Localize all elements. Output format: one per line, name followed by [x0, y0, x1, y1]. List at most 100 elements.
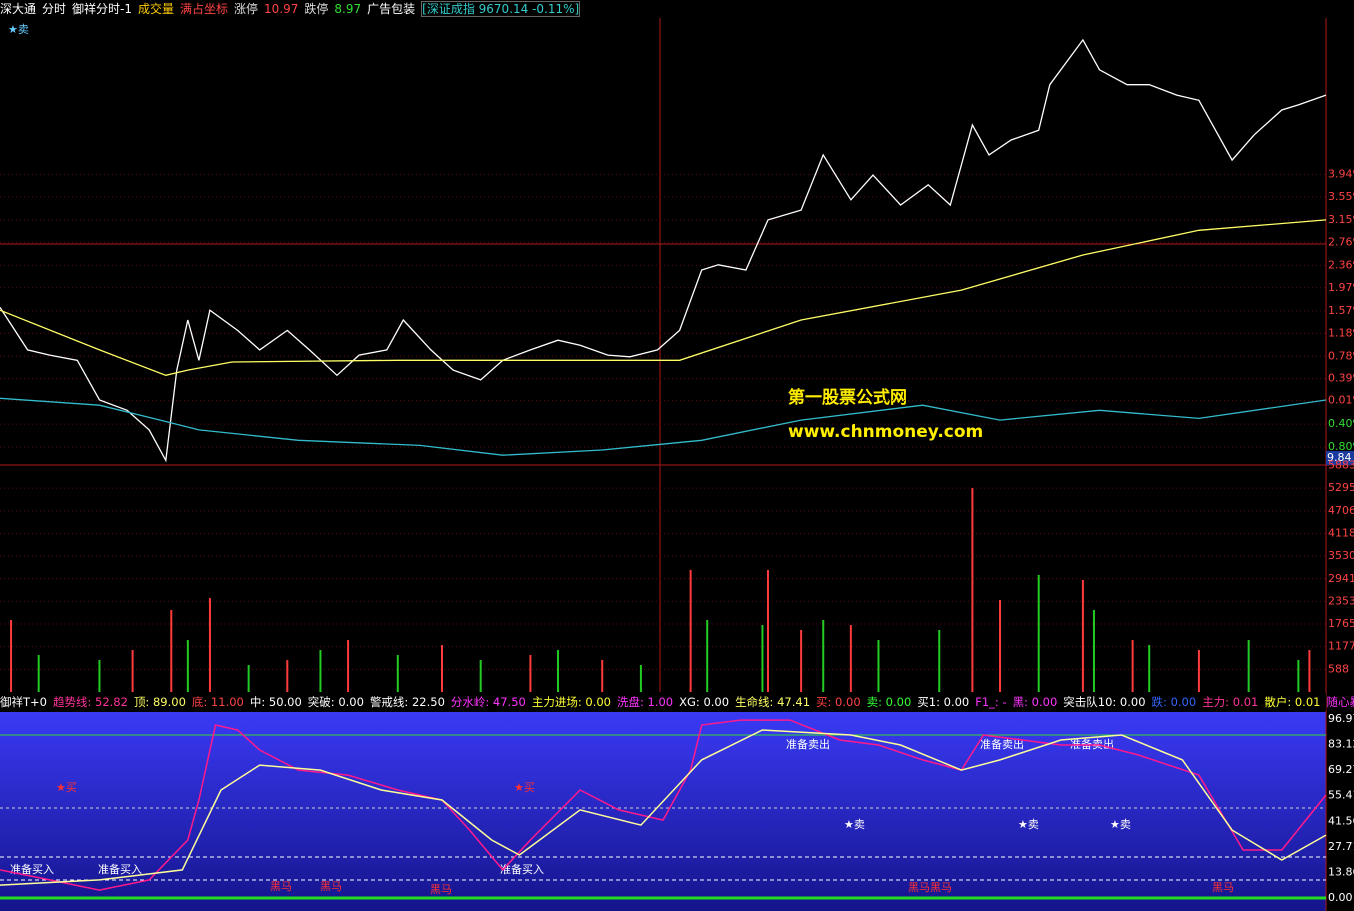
line	[0, 38, 1327, 463]
y-tick-label: 41.56	[1328, 814, 1354, 827]
indicator-value: 中: 50.00	[249, 695, 302, 709]
y-tick-label: 0.00	[1328, 891, 1353, 904]
annotation: ★卖	[844, 818, 865, 831]
annotation: 准备卖出	[786, 737, 830, 751]
line	[0, 729, 1327, 886]
y-tick-label: 13.86	[1328, 865, 1354, 878]
volume-bar	[37, 655, 40, 692]
annotation: ★买	[56, 781, 77, 794]
y-tick-label: 55.41	[1328, 789, 1354, 802]
y-tick-label: 1.57%	[1328, 304, 1354, 317]
annotation: 黑马	[320, 880, 342, 893]
volume-bar	[396, 655, 399, 692]
indicator-value: 跌: 0.00	[1151, 695, 1197, 709]
value: 10.97	[264, 2, 299, 16]
volume-bar	[1308, 650, 1311, 692]
volume-bar	[10, 620, 13, 692]
annotation: 黑马	[430, 883, 452, 896]
volume-bar	[479, 660, 482, 692]
indicator-bar: 御祥T+0 趋势线: 52.82 顶: 89.00 底: 11.00 中: 50.00 突…	[0, 693, 1354, 711]
y-tick-label: 3530	[1328, 549, 1354, 562]
volume-bar	[170, 609, 173, 692]
volume-bar	[347, 640, 350, 692]
annotation: 黑马	[270, 880, 292, 893]
corner-label: ★卖	[8, 23, 29, 36]
volume-bar	[557, 650, 560, 692]
y-tick-label: 2941	[1328, 572, 1354, 585]
y-tick-label: 27.71	[1328, 840, 1354, 853]
indicator-value: 洗盘: 1.00	[616, 695, 674, 709]
volume-bar	[639, 665, 642, 692]
annotation: 黑马黑马	[908, 881, 952, 894]
volume-bar	[706, 620, 709, 692]
label: 广告包装	[367, 2, 416, 16]
top-bar: 深大通 分时 御祥分时-1 成交量 满占坐标 涨停 10.97 跌停 8.97 广告包装 [深证成指…	[0, 0, 1354, 18]
volume-bar	[766, 569, 769, 692]
volume-bar	[938, 630, 941, 692]
indicator-value: 卖: 0.00	[866, 695, 912, 709]
volume-bar	[1131, 640, 1134, 692]
volume-bar	[1081, 579, 1084, 692]
y-tick-label: 4118	[1328, 526, 1354, 539]
watermark: 第一股票公式网	[788, 387, 907, 408]
y-tick-label: 3.94%	[1328, 167, 1354, 180]
volume-bar	[800, 630, 803, 692]
annotation: 准备买入	[10, 862, 54, 876]
indicator-value: 买: 0.00	[816, 695, 861, 709]
annotation: 准备买入	[500, 862, 544, 876]
y-tick-label: 588	[1328, 662, 1349, 675]
y-tick-label: 83.12	[1328, 738, 1354, 751]
tab[interactable]: 满占坐标	[180, 2, 229, 16]
y-tick-label: 1765	[1328, 617, 1354, 630]
indicator-value: 底: 11.00	[191, 695, 244, 709]
indicator-value: 顶: 89.00	[133, 695, 186, 709]
y-tick-label: 69.27	[1328, 763, 1354, 776]
volume-bar	[1037, 574, 1040, 692]
volume-bar	[689, 569, 692, 692]
annotation: ★卖	[1018, 818, 1039, 831]
index: [深证成指 9670.14 -0.11%]	[421, 1, 581, 17]
indicator-value: 突破: 0.00	[307, 695, 364, 709]
y-tick-label: 0.39%	[1328, 372, 1354, 385]
y-tick-label: 0.78%	[1328, 349, 1354, 362]
line	[0, 219, 1327, 376]
volume-bar	[131, 650, 134, 692]
y-tick-label: 1.97%	[1328, 281, 1354, 294]
volume-bar	[186, 640, 189, 692]
y-tick-label: 4706	[1328, 504, 1354, 517]
label: 涨停	[234, 2, 259, 16]
volume-bar	[822, 620, 825, 692]
indicator-value: 黑: 0.00	[1012, 695, 1058, 709]
value: 8.97	[334, 2, 362, 16]
volume-bar	[877, 640, 880, 692]
stock-name: 深大通	[0, 2, 37, 16]
y-tick-label: 1177	[1328, 640, 1354, 653]
annotation: 准备卖出	[1070, 737, 1114, 751]
y-tick-label: 0.40%	[1328, 417, 1354, 430]
indicator-value: 买1: 0.00	[917, 695, 970, 709]
y-tick-label: 3.55%	[1328, 190, 1354, 203]
tab[interactable]: 分时	[42, 2, 67, 16]
tab[interactable]: 成交量	[138, 2, 175, 16]
volume-bar	[1197, 650, 1200, 692]
indicator-value: 随心暴涨: 5.2	[1326, 695, 1354, 709]
label: 跌停	[304, 2, 329, 16]
volume-bar	[999, 599, 1002, 692]
last-box	[1326, 451, 1354, 465]
indicator-value: 分水岭: 47.50	[450, 695, 526, 709]
indicator-value: 御祥T+0	[0, 695, 47, 709]
annotation: ★卖	[1110, 818, 1131, 831]
volume-bar	[208, 598, 211, 692]
tab[interactable]: 御祥分时-1	[72, 2, 132, 16]
indicator-value: 主力: 0.01	[1202, 695, 1259, 709]
volume-bar	[529, 655, 532, 692]
volume-bar	[849, 625, 852, 692]
volume-bar	[319, 650, 322, 692]
annotation: ★买	[514, 781, 535, 794]
volume-bar	[1148, 645, 1151, 692]
y-tick-label: 5295	[1328, 481, 1354, 494]
indicator-value: XG: 0.00	[679, 695, 730, 709]
annotation: 准备卖出	[980, 737, 1024, 751]
